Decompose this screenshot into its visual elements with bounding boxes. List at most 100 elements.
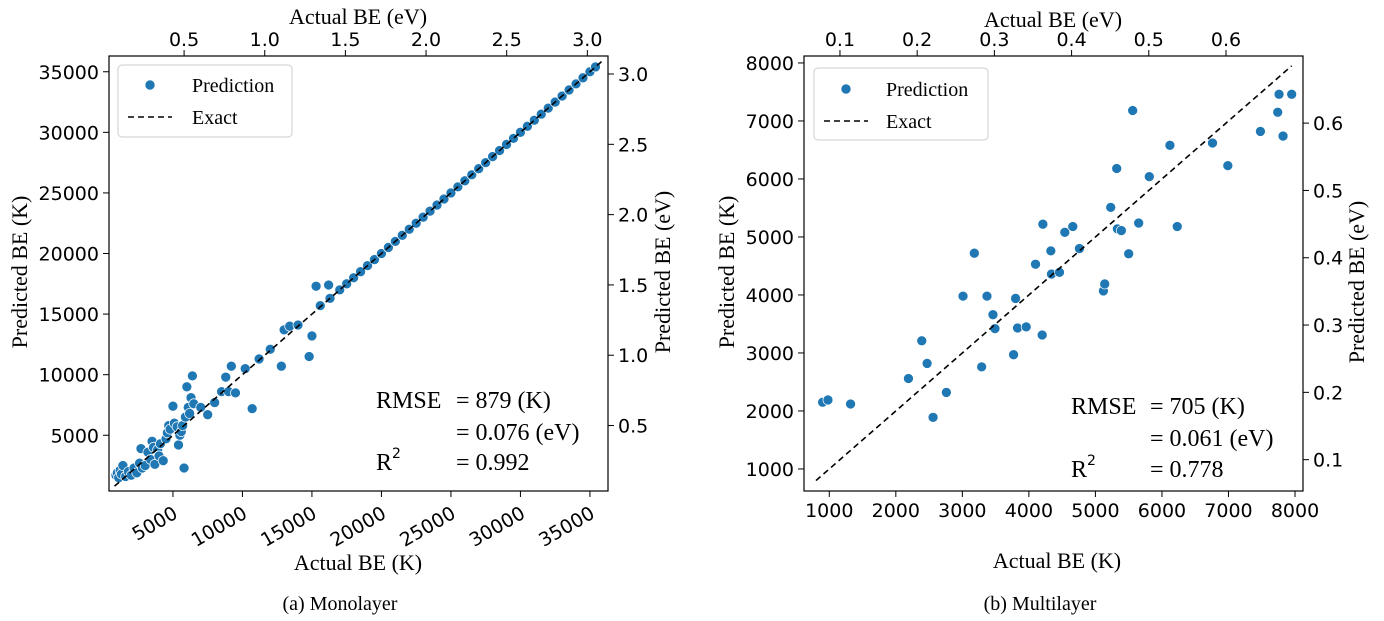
top-tick-label: 0.4 <box>1056 29 1086 51</box>
data-point <box>157 455 169 467</box>
legend-label-prediction: Prediction <box>192 75 274 97</box>
data-point <box>1105 202 1117 213</box>
right-tick-label: 2.5 <box>618 134 648 156</box>
right-tick-label: 2.0 <box>618 205 648 227</box>
data-point <box>941 387 952 398</box>
data-point <box>903 373 914 384</box>
x-tick-label: 5000 <box>129 502 182 545</box>
data-point <box>181 381 193 393</box>
right-tick-label: 0.4 <box>1313 248 1343 270</box>
data-point <box>1045 245 1057 257</box>
x-tick-label: 3000 <box>938 500 986 522</box>
stats-monolayer: RMSE = 879 (K) = 0.076 (eV) R 2 = 0.992 <box>376 388 580 476</box>
data-point <box>1067 221 1079 232</box>
data-point <box>976 361 987 373</box>
r2-value: = 0.778 <box>1150 457 1224 483</box>
right-tick-label: 0.6 <box>1313 113 1343 135</box>
legend-label-prediction: Prediction <box>886 79 968 101</box>
top-tick-label: 1.5 <box>330 29 360 51</box>
right-axis-label-multilayer: Predicted BE (eV) <box>1344 201 1369 364</box>
stats-multilayer: RMSE = 705 (K) = 0.061 (eV) R 2 = 0.778 <box>1071 394 1274 483</box>
x-tick-label: 7000 <box>1204 500 1252 522</box>
data-point <box>1286 88 1298 100</box>
y-tick-label: 1000 <box>746 459 794 481</box>
data-point <box>246 403 258 414</box>
data-point <box>225 360 237 372</box>
data-point <box>202 409 214 421</box>
legend-marker-prediction <box>840 83 852 95</box>
top-tick-label: 2.0 <box>411 29 441 51</box>
data-point <box>314 300 326 311</box>
r2-superscript: 2 <box>1087 453 1096 469</box>
right-tick-label: 0.5 <box>618 416 648 438</box>
data-point <box>822 394 834 406</box>
data-point <box>987 309 999 321</box>
x-tick-label: 1000 <box>805 500 853 522</box>
panel-multilayer: 1000 2000 3000 4000 5000 6000 7000 8000 1000 2000… <box>714 7 1369 615</box>
data-point <box>292 319 304 331</box>
caption-monolayer: (a) Monolayer <box>283 593 398 615</box>
data-point <box>1133 217 1145 229</box>
data-point <box>1127 105 1139 116</box>
x-tick-label: 2000 <box>872 500 920 522</box>
data-point <box>184 408 195 419</box>
data-point <box>968 247 980 259</box>
x-axis-label-multilayer: Actual BE (K) <box>993 548 1121 573</box>
rmse-label: RMSE <box>376 388 441 414</box>
x-tick-label: 4000 <box>1005 500 1053 522</box>
y-tick-label: 8000 <box>746 53 794 75</box>
top-axis-label-multilayer: Actual BE (eV) <box>984 7 1122 32</box>
top-tick-label: 0.5 <box>1134 29 1164 51</box>
r2-label: R <box>1071 457 1087 483</box>
data-point <box>173 439 184 451</box>
legend-monolayer: Prediction Exact <box>117 64 293 138</box>
legend-box <box>117 64 293 138</box>
rmse-value-ev: = 0.076 (eV) <box>456 420 580 446</box>
data-point <box>1273 88 1285 100</box>
data-point <box>276 360 287 372</box>
y-tick-label: 3000 <box>746 343 794 365</box>
data-point <box>1037 218 1049 230</box>
exact-line-monolayer <box>114 59 605 487</box>
data-point <box>1123 248 1135 260</box>
data-point <box>1164 139 1176 151</box>
right-tick-label: 0.3 <box>1313 315 1343 337</box>
data-point <box>916 335 928 347</box>
caption-multilayer: (b) Multilayer <box>984 593 1097 615</box>
data-point <box>306 330 318 342</box>
y-tick-label: 35000 <box>39 62 99 84</box>
data-point <box>1222 160 1234 171</box>
data-point <box>187 370 198 382</box>
data-point <box>1020 321 1032 333</box>
right-tick-label: 3.0 <box>618 64 648 86</box>
y-tick-label: 5000 <box>746 227 794 249</box>
data-point <box>220 371 232 383</box>
x-tick-label: 20000 <box>327 502 390 551</box>
right-tick-label: 0.2 <box>1313 382 1343 404</box>
data-point <box>1272 106 1284 118</box>
data-point <box>981 290 993 302</box>
y-tick-label: 10000 <box>39 365 99 387</box>
data-point <box>303 351 315 362</box>
y-tick-label: 2000 <box>746 401 794 423</box>
top-tick-label: 0.1 <box>825 29 855 51</box>
legend-label-exact: Exact <box>886 111 932 133</box>
y-tick-label: 30000 <box>39 122 99 144</box>
data-point <box>1277 130 1289 142</box>
data-point <box>230 387 241 399</box>
legend-multilayer: Prediction Exact <box>813 67 989 141</box>
x-tick-label: 10000 <box>188 502 251 551</box>
data-point <box>1030 258 1041 270</box>
y-tick-label: 6000 <box>746 169 794 191</box>
data-point <box>957 290 969 302</box>
legend-marker-prediction <box>144 79 156 91</box>
top-tick-label: 2.5 <box>492 29 522 51</box>
x-tick-label: 35000 <box>535 502 598 551</box>
data-point <box>845 398 856 410</box>
top-tick-label: 0.3 <box>979 29 1009 51</box>
legend-box <box>813 67 989 141</box>
right-tick-label: 1.5 <box>618 275 648 297</box>
data-point <box>1036 329 1048 341</box>
rmse-value-ev: = 0.061 (eV) <box>1150 426 1274 452</box>
